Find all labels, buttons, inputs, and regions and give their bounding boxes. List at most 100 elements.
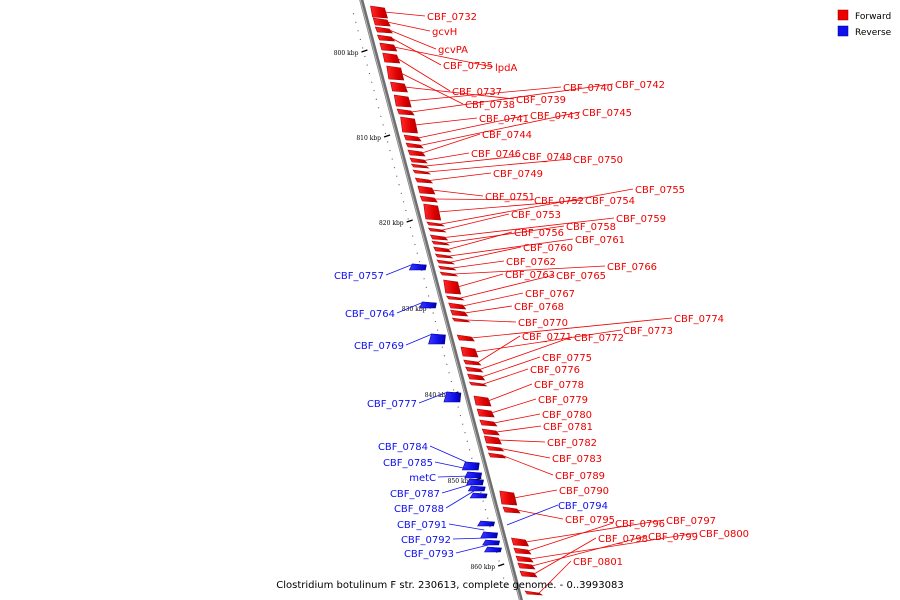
gene-label-reverse[interactable]: CBF_0793 [404,549,454,560]
gene-label-forward[interactable]: CBF_0774 [674,314,724,325]
gene-label-reverse[interactable]: CBF_0788 [394,504,444,515]
gene-label-forward[interactable]: CBF_0737 [452,87,502,98]
forward-gene[interactable] [409,157,428,164]
gene-label-forward[interactable]: CBF_0768 [514,302,564,313]
gene-label-forward[interactable]: CBF_0779 [538,395,588,406]
gene-label-forward[interactable]: CBF_0801 [573,557,623,568]
gene-label-forward[interactable]: CBF_0789 [555,471,605,482]
gene-label-forward[interactable]: CBF_0795 [565,515,615,526]
gene-label-forward[interactable]: CBF_0798 [598,534,648,545]
forward-gene[interactable] [487,452,507,459]
gene-label-reverse[interactable]: CBF_0769 [354,341,404,352]
forward-gene[interactable] [427,227,447,233]
forward-gene[interactable] [450,309,469,317]
gene-label-forward[interactable]: CBF_0765 [556,271,606,282]
gene-label-forward[interactable]: CBF_0766 [607,262,657,273]
gene-label-forward[interactable]: CBF_0751 [485,192,535,203]
gene-label-forward[interactable]: CBF_0746 [471,149,521,160]
gene-label-forward[interactable]: CBF_0750 [573,155,623,166]
gene-label-forward[interactable]: CBF_0800 [699,529,749,540]
forward-gene[interactable] [443,279,462,295]
forward-gene[interactable] [410,163,430,169]
forward-gene[interactable] [473,395,492,407]
gene-label-forward[interactable]: CBF_0797 [666,516,716,527]
gene-label-forward[interactable]: CBF_0738 [465,100,515,111]
gene-label-forward[interactable]: CBF_0780 [542,410,592,421]
forward-gene[interactable] [486,445,505,452]
forward-gene[interactable] [370,5,388,19]
gene-label-forward[interactable]: CBF_0775 [542,353,592,364]
forward-gene[interactable] [434,253,454,259]
gene-label-forward[interactable]: CBF_0748 [522,152,572,163]
forward-gene[interactable] [451,317,471,323]
gene-label-forward[interactable]: CBF_0755 [635,185,685,196]
gene-label-forward[interactable]: gcvPA [438,45,468,56]
forward-gene[interactable] [390,81,408,93]
reverse-gene[interactable] [469,492,488,499]
reverse-gene[interactable] [482,539,501,546]
gene-label-reverse[interactable]: CBF_0791 [397,520,447,531]
forward-gene[interactable] [376,34,396,42]
forward-gene[interactable] [400,116,418,134]
gene-label-forward[interactable]: CBF_0735 [443,61,493,72]
gene-label-forward[interactable]: lpdA [495,63,517,74]
forward-gene[interactable] [419,195,438,203]
gene-label-forward[interactable]: CBF_0756 [514,228,564,239]
gene-label-forward[interactable]: CBF_0758 [566,222,616,233]
reverse-gene[interactable] [461,461,480,471]
forward-gene[interactable] [426,221,446,227]
gene-label-forward[interactable]: CBF_0754 [585,196,635,207]
gene-label-forward[interactable]: CBF_0773 [623,326,673,337]
reverse-gene[interactable] [418,301,437,309]
forward-gene[interactable] [481,428,500,436]
forward-gene[interactable] [513,547,532,555]
forward-gene[interactable] [511,537,530,547]
forward-gene[interactable] [412,169,432,175]
forward-gene[interactable] [524,590,544,596]
reverse-gene[interactable] [467,485,486,492]
gene-label-reverse[interactable]: CBF_0794 [558,501,608,512]
forward-gene[interactable] [463,359,482,366]
gene-label-forward[interactable]: CBF_0762 [506,257,556,268]
forward-gene[interactable] [460,346,479,358]
gene-label-forward[interactable]: CBF_0770 [518,318,568,329]
forward-gene[interactable] [465,366,484,373]
gene-label-forward[interactable]: CBF_0772 [574,333,624,344]
forward-gene[interactable] [417,185,436,195]
forward-gene[interactable] [448,302,467,310]
forward-gene[interactable] [414,177,434,184]
forward-gene[interactable] [386,65,405,81]
gene-label-forward[interactable]: CBF_0771 [522,332,572,343]
gene-label-reverse[interactable]: CBF_0785 [383,458,433,469]
forward-gene[interactable] [476,408,495,418]
gene-label-reverse[interactable]: CBF_0784 [378,442,428,453]
gene-label-forward[interactable]: CBF_0763 [505,270,555,281]
forward-gene[interactable] [379,42,398,52]
gene-label-forward[interactable]: CBF_0778 [534,380,584,391]
forward-gene[interactable] [519,570,538,578]
forward-gene[interactable] [374,26,393,34]
gene-label-reverse[interactable]: CBF_0757 [334,271,384,282]
forward-gene[interactable] [436,259,456,265]
gene-label-forward[interactable]: CBF_0760 [523,243,573,254]
reverse-gene[interactable] [477,520,495,527]
gene-label-forward[interactable]: CBF_0783 [552,454,602,465]
reverse-gene[interactable] [443,391,462,403]
gene-label-reverse[interactable]: metC [409,473,436,484]
forward-gene[interactable] [468,381,488,387]
gene-label-forward[interactable]: CBF_0741 [479,114,529,125]
reverse-gene[interactable] [464,471,483,479]
gene-label-forward[interactable]: CBF_0759 [616,214,666,225]
gene-label-forward[interactable]: CBF_0742 [615,80,665,91]
gene-label-reverse[interactable]: CBF_0787 [390,489,440,500]
forward-gene[interactable] [467,373,486,381]
gene-label-forward[interactable]: CBF_0776 [530,365,580,376]
forward-gene[interactable] [499,490,518,506]
forward-gene[interactable] [407,149,426,157]
forward-gene[interactable] [403,134,422,142]
gene-label-forward[interactable]: CBF_0782 [547,438,597,449]
gene-label-forward[interactable]: CBF_0796 [615,519,665,530]
forward-gene[interactable] [405,142,424,149]
gene-label-forward[interactable]: CBF_0781 [543,422,593,433]
gene-label-forward[interactable]: CBF_0743 [530,111,580,122]
